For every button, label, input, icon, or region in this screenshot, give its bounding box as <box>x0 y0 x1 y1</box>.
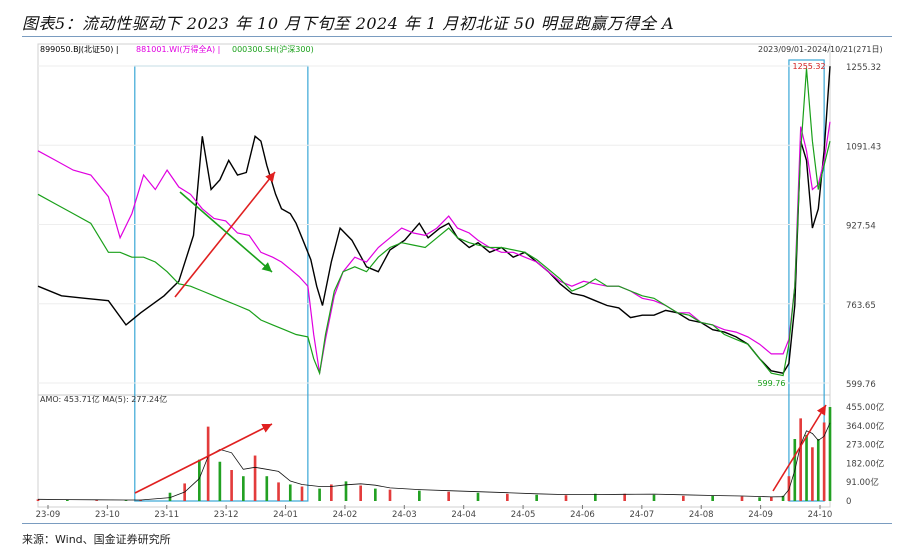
x-tick-label: 24-08 <box>689 510 714 520</box>
max-annotation: 1255.32 <box>793 62 826 71</box>
volume-bar <box>564 495 568 501</box>
ma-line <box>37 422 831 501</box>
volume-bar <box>265 476 269 501</box>
price-tick-label: 927.54 <box>846 222 876 232</box>
x-tick-label: 24-06 <box>570 510 595 520</box>
volume-tick-label: 455.00亿 <box>846 402 884 413</box>
volume-bar <box>206 426 210 501</box>
volume-bar <box>652 494 656 501</box>
volume-bar <box>218 461 222 501</box>
volume-tick-label: 0 <box>846 497 851 507</box>
trend-arrow-up <box>174 171 276 298</box>
volume-bar <box>418 490 421 501</box>
series-line-899050 <box>37 66 831 374</box>
legend-entry: 899050.BJ(北证50) | <box>40 45 119 54</box>
volume-bars <box>36 404 832 501</box>
legend-entry: 881001.WI(万得全A) | <box>136 44 220 54</box>
volume-bar <box>811 447 814 501</box>
volume-bar <box>277 482 280 501</box>
volume-bar <box>124 500 128 501</box>
volume-bar <box>781 495 785 501</box>
axis-labels: 1255.32 1091.43 927.54 763.65 599.76 455.00亿 3… <box>36 44 885 520</box>
x-tick-label: 24-09 <box>748 510 773 520</box>
volume-bar <box>816 439 820 501</box>
x-tick-label: 23-10 <box>95 510 120 520</box>
x-tick-label: 24-10 <box>808 510 833 520</box>
min-annotation: 599.76 <box>757 379 785 388</box>
volume-bar <box>447 491 450 501</box>
x-tick-label: 23-12 <box>214 510 239 520</box>
date-range-label: 2023/09/01-2024/10/21(271日) <box>758 45 883 54</box>
price-tick-label: 763.65 <box>846 301 876 311</box>
volume-bar <box>168 492 172 501</box>
volume-bar <box>758 497 761 501</box>
volume-tick-label: 91.00亿 <box>846 477 879 488</box>
volume-bar <box>374 488 377 501</box>
highlight-box-left <box>134 65 309 502</box>
volume-bar <box>95 500 98 501</box>
volume-tick-label: 273.00亿 <box>846 440 884 451</box>
volume-bar <box>230 470 233 501</box>
volume-bar <box>330 484 333 501</box>
price-tick-label: 1255.32 <box>846 63 881 73</box>
series-line-881001 <box>37 121 831 374</box>
volume-bar <box>799 418 802 501</box>
volume-bar <box>300 486 304 501</box>
figure-title: 图表5：流动性驱动下 2023 年 10 月下旬至 2024 年 1 月初北证 … <box>22 14 675 33</box>
volume-bar <box>36 499 40 501</box>
trend-arrow-down <box>179 191 273 273</box>
volume-bar <box>242 476 245 501</box>
volume-bar <box>822 422 826 501</box>
highlight-box-right <box>788 59 825 502</box>
top-rule <box>22 36 892 37</box>
volume-bar <box>198 459 201 501</box>
plot-border <box>37 43 831 508</box>
legend-entry: 000300.SH(沪深300) <box>232 44 314 54</box>
volume-bar <box>623 493 626 501</box>
x-tick-label: 23-11 <box>154 510 179 520</box>
volume-arrow-left <box>134 423 273 494</box>
volume-bar <box>594 493 597 501</box>
volume-tick-label: 182.00亿 <box>846 458 884 469</box>
volume-bar <box>506 493 509 501</box>
volume-bar <box>770 496 773 501</box>
source-note: 来源：Wind、国金证券研究所 <box>22 533 171 546</box>
volume-bar <box>288 484 292 501</box>
volume-bar <box>682 495 685 501</box>
volume-bar <box>805 434 808 501</box>
series-line-000300 <box>37 68 831 377</box>
price-tick-label: 599.76 <box>846 380 876 390</box>
volume-arrow-right <box>772 404 827 492</box>
volume-bar <box>388 489 392 501</box>
volume-bar <box>740 496 744 501</box>
x-tick-label: 24-07 <box>629 510 654 520</box>
volume-tick-label: 364.00亿 <box>846 421 884 432</box>
x-tick-label: 24-02 <box>333 510 358 520</box>
bottom-rule <box>22 523 892 524</box>
volume-bar <box>318 488 321 501</box>
volume-bar <box>344 481 348 501</box>
price-tick-label: 1091.43 <box>846 142 881 152</box>
volume-bar <box>476 492 480 501</box>
volume-bar <box>711 495 714 501</box>
volume-title: AMO: 453.71亿 MA(5): 277.24亿 <box>40 394 167 404</box>
x-tick-label: 24-05 <box>511 510 536 520</box>
volume-bar <box>253 455 257 501</box>
volume-bar <box>535 494 538 501</box>
chart-frame <box>37 43 831 509</box>
volume-bar <box>828 407 832 501</box>
x-tick-label: 24-03 <box>392 510 417 520</box>
volume-bar <box>359 485 362 501</box>
x-tick-label: 24-01 <box>273 510 298 520</box>
price-lines <box>37 66 831 377</box>
x-tick-label: 24-04 <box>451 510 476 520</box>
volume-bar <box>66 499 69 501</box>
x-tick-label: 23-09 <box>36 510 61 520</box>
